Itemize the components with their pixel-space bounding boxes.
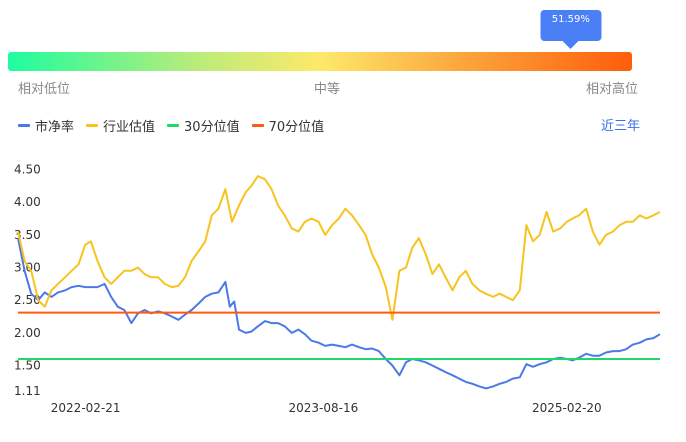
y-tick-label-7: 1.11 xyxy=(14,384,41,398)
gauge-value-label: 51.59% xyxy=(540,10,602,41)
gauge-mid-label: 中等 xyxy=(314,82,341,97)
chart-legend: 市净率 行业估值 30分位值 70分位值 xyxy=(18,114,324,136)
legend-label-p30: 30分位值 xyxy=(184,119,240,135)
legend-swatch-pb xyxy=(18,123,30,127)
gauge-gradient-bar xyxy=(8,52,632,71)
y-tick-label-3: 3.00 xyxy=(14,261,41,275)
legend-swatch-p30 xyxy=(167,123,180,127)
period-selector[interactable]: 近三年 xyxy=(600,119,640,134)
legend-item-p30[interactable]: 30分位值 xyxy=(167,116,240,135)
legend-swatch-p70 xyxy=(251,123,264,127)
legend-label-pb: 市净率 xyxy=(35,119,75,135)
y-tick-label-0: 4.50 xyxy=(14,163,41,177)
gauge-labels: 相对低位 中等 相对高位 xyxy=(8,78,638,98)
legend-label-p70: 70分位值 xyxy=(268,119,325,135)
legend-item-pb[interactable]: 市净率 xyxy=(18,116,74,135)
valuation-chart: 4.504.003.503.002.502.001.501.112022-02-… xyxy=(14,163,661,415)
x-tick-label-0: 2022-02-21 xyxy=(51,401,121,415)
y-tick-label-2: 3.50 xyxy=(14,228,41,242)
legend-label-industry: 行业估值 xyxy=(103,119,156,135)
y-tick-label-1: 4.00 xyxy=(14,195,41,209)
legend-item-p70[interactable]: 70分位值 xyxy=(251,116,325,135)
x-tick-label-1: 2023-08-16 xyxy=(289,401,359,415)
gauge-high-label: 相对高位 xyxy=(585,82,638,97)
valuation-gauge: 51.59% 相对低位 中等 相对高位 xyxy=(8,0,638,100)
legend-item-industry[interactable]: 行业估值 xyxy=(86,116,155,135)
gauge-value-marker: 51.59% xyxy=(540,10,602,49)
series-line-1 xyxy=(17,175,661,321)
gauge-marker-arrow xyxy=(562,41,579,49)
gauge-low-label: 相对低位 xyxy=(18,82,71,97)
y-tick-label-6: 1.50 xyxy=(14,359,41,373)
x-tick-label-2: 2025-02-20 xyxy=(532,401,602,415)
y-tick-label-5: 2.00 xyxy=(14,326,41,340)
legend-swatch-industry xyxy=(86,123,99,127)
